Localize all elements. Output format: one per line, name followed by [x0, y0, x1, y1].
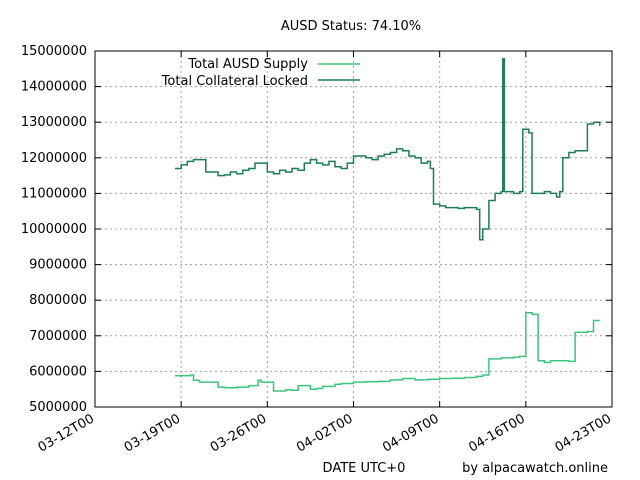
y-tick-label: 15000000	[21, 44, 87, 59]
series-line-collateral	[175, 58, 601, 241]
y-tick-label: 12000000	[21, 151, 87, 166]
chart-title: AUSD Status: 74.10%	[281, 19, 421, 34]
x-tick-label: 04-23T00	[553, 411, 614, 455]
x-axis-label: DATE UTC+0	[323, 461, 406, 476]
x-tick-label: 03-12T00	[36, 411, 97, 455]
credit-text: by alpacawatch.online	[462, 461, 608, 476]
y-tick-label: 14000000	[21, 80, 87, 95]
x-tick-label: 03-19T00	[122, 411, 183, 455]
series-line-supply	[175, 311, 600, 392]
axis-ticks: 5000000 6000000 7000000 8000000 9000000 10000…	[21, 44, 614, 456]
plot-frame	[94, 50, 613, 408]
y-tick-label: 13000000	[21, 115, 87, 130]
legend-label-collateral: Total Collateral Locked	[161, 74, 308, 89]
legend-label-supply: Total AUSD Supply	[187, 57, 308, 72]
x-tick-label: 04-16T00	[466, 411, 527, 455]
y-tick-label: 11000000	[21, 186, 87, 201]
grid	[95, 51, 612, 407]
x-tick-label: 04-02T00	[294, 411, 355, 455]
series-group	[175, 58, 601, 392]
y-tick-label: 7000000	[29, 329, 87, 344]
y-tick-label: 5000000	[29, 400, 87, 415]
y-tick-label: 10000000	[21, 222, 87, 237]
legend: Total AUSD Supply Total Collateral Locke…	[161, 57, 360, 89]
y-tick-label: 8000000	[29, 293, 87, 308]
x-tick-label: 03-26T00	[208, 411, 269, 455]
y-tick-label: 9000000	[29, 258, 87, 273]
x-tick-label: 04-09T00	[380, 411, 441, 455]
y-tick-label: 6000000	[29, 364, 87, 379]
